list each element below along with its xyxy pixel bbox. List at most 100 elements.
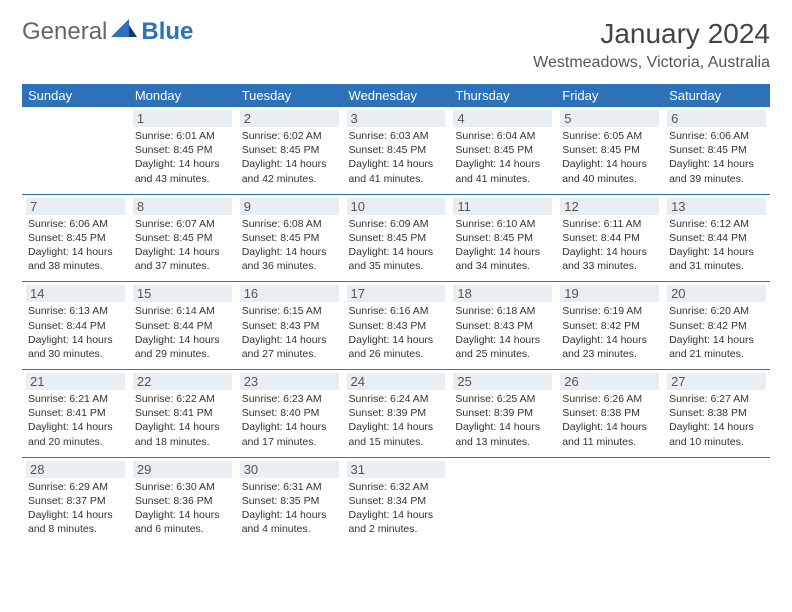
sunset-label: Sunset: 8:38 PM (562, 407, 640, 419)
sunrise-label: Sunrise: 6:29 AM (28, 481, 108, 493)
daylight-label: Daylight: 14 hours and 36 minutes. (242, 246, 327, 272)
sunset-label: Sunset: 8:45 PM (28, 232, 106, 244)
day-info: Sunrise: 6:24 AMSunset: 8:39 PMDaylight:… (347, 392, 446, 449)
day-info: Sunrise: 6:03 AMSunset: 8:45 PMDaylight:… (347, 129, 446, 186)
sunrise-label: Sunrise: 6:20 AM (669, 305, 749, 317)
sunset-label: Sunset: 8:40 PM (242, 407, 320, 419)
day-number: 24 (347, 373, 446, 390)
day-number: 18 (453, 285, 552, 302)
weekday-header: Saturday (663, 84, 770, 107)
daylight-label: Daylight: 14 hours and 41 minutes. (349, 158, 434, 184)
daylight-label: Daylight: 14 hours and 4 minutes. (242, 509, 327, 535)
daylight-label: Daylight: 14 hours and 6 minutes. (135, 509, 220, 535)
sunrise-label: Sunrise: 6:14 AM (135, 305, 215, 317)
day-info: Sunrise: 6:01 AMSunset: 8:45 PMDaylight:… (133, 129, 232, 186)
brand-logo: General Blue (22, 18, 193, 46)
calendar-empty-cell (663, 457, 770, 544)
calendar-day-cell: 23Sunrise: 6:23 AMSunset: 8:40 PMDayligh… (236, 370, 343, 458)
day-number: 14 (26, 285, 125, 302)
sunrise-label: Sunrise: 6:09 AM (349, 218, 429, 230)
calendar-day-cell: 6Sunrise: 6:06 AMSunset: 8:45 PMDaylight… (663, 107, 770, 194)
calendar-empty-cell (22, 107, 129, 194)
day-info: Sunrise: 6:02 AMSunset: 8:45 PMDaylight:… (240, 129, 339, 186)
sunset-label: Sunset: 8:45 PM (135, 144, 213, 156)
calendar-day-cell: 16Sunrise: 6:15 AMSunset: 8:43 PMDayligh… (236, 282, 343, 370)
daylight-label: Daylight: 14 hours and 17 minutes. (242, 421, 327, 447)
daylight-label: Daylight: 14 hours and 41 minutes. (455, 158, 540, 184)
sunrise-label: Sunrise: 6:27 AM (669, 393, 749, 405)
brand-word-2: Blue (141, 18, 193, 46)
location-label: Westmeadows, Victoria, Australia (533, 54, 770, 72)
sunrise-label: Sunrise: 6:05 AM (562, 130, 642, 142)
day-info: Sunrise: 6:32 AMSunset: 8:34 PMDaylight:… (347, 480, 446, 537)
day-info: Sunrise: 6:16 AMSunset: 8:43 PMDaylight:… (347, 304, 446, 361)
calendar-day-cell: 17Sunrise: 6:16 AMSunset: 8:43 PMDayligh… (343, 282, 450, 370)
daylight-label: Daylight: 14 hours and 8 minutes. (28, 509, 113, 535)
day-info: Sunrise: 6:26 AMSunset: 8:38 PMDaylight:… (560, 392, 659, 449)
sunset-label: Sunset: 8:45 PM (349, 232, 427, 244)
sunrise-label: Sunrise: 6:07 AM (135, 218, 215, 230)
daylight-label: Daylight: 14 hours and 26 minutes. (349, 334, 434, 360)
day-number: 25 (453, 373, 552, 390)
calendar-empty-cell (449, 457, 556, 544)
sunset-label: Sunset: 8:45 PM (135, 232, 213, 244)
day-info: Sunrise: 6:08 AMSunset: 8:45 PMDaylight:… (240, 217, 339, 274)
calendar-day-cell: 19Sunrise: 6:19 AMSunset: 8:42 PMDayligh… (556, 282, 663, 370)
calendar-day-cell: 14 Sunrise: 6:13 AMSunset: 8:44 PMDayligh… (22, 282, 129, 370)
sunrise-label: Sunrise: 6:18 AM (455, 305, 535, 317)
day-info: Sunrise: 6:18 AMSunset: 8:43 PMDaylight:… (453, 304, 552, 361)
calendar-day-cell: 18 Sunrise: 6:18 AMSunset: 8:43 PMDayligh… (449, 282, 556, 370)
sunset-label: Sunset: 8:36 PM (135, 495, 213, 507)
calendar-day-cell: 11Sunrise: 6:10 AMSunset: 8:45 PMDayligh… (449, 194, 556, 282)
daylight-label: Daylight: 14 hours and 40 minutes. (562, 158, 647, 184)
calendar-day-cell: 15Sunrise: 6:14 AMSunset: 8:44 PMDayligh… (129, 282, 236, 370)
sunset-label: Sunset: 8:34 PM (349, 495, 427, 507)
sunset-label: Sunset: 8:37 PM (28, 495, 106, 507)
sunset-label: Sunset: 8:41 PM (28, 407, 106, 419)
weekday-header: Thursday (449, 84, 556, 107)
calendar-day-cell: 4Sunrise: 6:04 AMSunset: 8:45 PMDaylight… (449, 107, 556, 194)
calendar-day-cell: 20Sunrise: 6:20 AMSunset: 8:42 PMDayligh… (663, 282, 770, 370)
calendar-day-cell: 3 Sunrise: 6:03 AMSunset: 8:45 PMDaylight… (343, 107, 450, 194)
calendar-day-cell: 8Sunrise: 6:07 AMSunset: 8:45 PMDaylight… (129, 194, 236, 282)
daylight-label: Daylight: 14 hours and 13 minutes. (455, 421, 540, 447)
weekday-header: Wednesday (343, 84, 450, 107)
day-info: Sunrise: 6:04 AMSunset: 8:45 PMDaylight:… (453, 129, 552, 186)
day-number: 22 (133, 373, 232, 390)
calendar-day-cell: 10Sunrise: 6:09 AMSunset: 8:45 PMDayligh… (343, 194, 450, 282)
daylight-label: Daylight: 14 hours and 33 minutes. (562, 246, 647, 272)
sunset-label: Sunset: 8:44 PM (28, 320, 106, 332)
daylight-label: Daylight: 14 hours and 31 minutes. (669, 246, 754, 272)
sunset-label: Sunset: 8:44 PM (135, 320, 213, 332)
day-info: Sunrise: 6:15 AMSunset: 8:43 PMDaylight:… (240, 304, 339, 361)
sunset-label: Sunset: 8:45 PM (242, 144, 320, 156)
sunrise-label: Sunrise: 6:12 AM (669, 218, 749, 230)
page-header: General Blue January 2024 Westmeadows, V… (22, 18, 770, 72)
logo-mark-icon (111, 18, 137, 46)
sunrise-label: Sunrise: 6:32 AM (349, 481, 429, 493)
calendar-day-cell: 30Sunrise: 6:31 AMSunset: 8:35 PMDayligh… (236, 457, 343, 544)
day-number: 31 (347, 461, 446, 478)
daylight-label: Daylight: 14 hours and 18 minutes. (135, 421, 220, 447)
daylight-label: Daylight: 14 hours and 23 minutes. (562, 334, 647, 360)
sunset-label: Sunset: 8:41 PM (135, 407, 213, 419)
calendar-day-cell: 28 Sunrise: 6:29 AM Sunset: 8:37 PM Dayligh… (22, 457, 129, 544)
day-info: Sunrise: 6:13 AMSunset: 8:44 PMDaylight:… (26, 304, 125, 361)
day-number: 7 (26, 198, 125, 215)
title-block: January 2024 Westmeadows, Victoria, Aust… (533, 18, 770, 72)
daylight-label: Daylight: 14 hours and 37 minutes. (135, 246, 220, 272)
sunset-label: Sunset: 8:43 PM (349, 320, 427, 332)
calendar-day-cell: 2Sunrise: 6:02 AMSunset: 8:45 PMDaylight… (236, 107, 343, 194)
calendar-week-row: 28 Sunrise: 6:29 AM Sunset: 8:37 PM Dayligh… (22, 457, 770, 544)
sunrise-label: Sunrise: 6:01 AM (135, 130, 215, 142)
day-number: 3 (347, 110, 446, 127)
day-number: 12 (560, 198, 659, 215)
sunrise-label: Sunrise: 6:24 AM (349, 393, 429, 405)
calendar-day-cell: 24 Sunrise: 6:24 AMSunset: 8:39 PMDayligh… (343, 370, 450, 458)
daylight-label: Daylight: 14 hours and 34 minutes. (455, 246, 540, 272)
day-number: 28 (26, 461, 125, 478)
month-title: January 2024 (533, 18, 770, 50)
day-info: Sunrise: 6:05 AMSunset: 8:45 PMDaylight:… (560, 129, 659, 186)
sunset-label: Sunset: 8:38 PM (669, 407, 747, 419)
day-number: 29 (133, 461, 232, 478)
